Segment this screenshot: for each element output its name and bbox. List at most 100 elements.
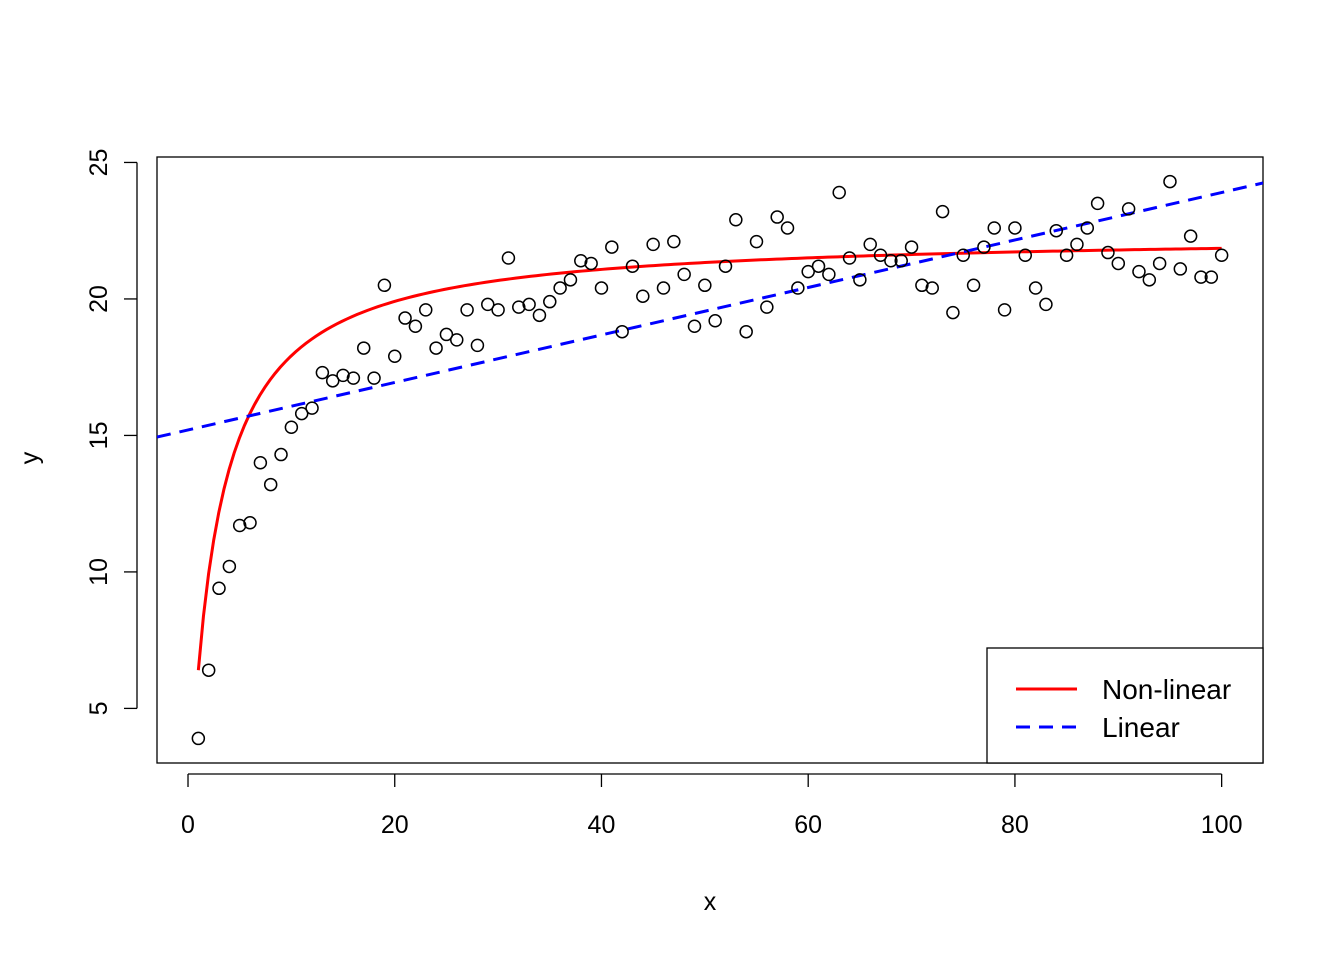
data-point	[274, 447, 288, 462]
data-point	[1194, 270, 1208, 284]
data-point	[501, 251, 516, 265]
data-point	[729, 213, 743, 227]
y-axis-title: y	[16, 451, 44, 464]
data-point	[522, 297, 536, 312]
y-tick-label: 20	[85, 285, 113, 313]
data-point	[1132, 264, 1146, 279]
data-point	[1070, 237, 1084, 252]
x-tick-label: 60	[794, 811, 822, 839]
data-point	[470, 338, 485, 353]
x-tick-label: 40	[588, 811, 616, 839]
data-point	[966, 278, 981, 293]
data-point	[1028, 281, 1043, 295]
data-point	[791, 281, 805, 295]
data-point	[481, 297, 495, 312]
data-point	[315, 365, 330, 380]
data-point	[687, 319, 702, 333]
fit-lines	[157, 181, 1263, 671]
data-point	[987, 221, 1002, 235]
data-point	[201, 663, 216, 677]
data-point	[553, 281, 567, 295]
data-point	[1214, 248, 1229, 263]
data-point	[491, 303, 505, 317]
fit-line-linear	[157, 181, 1263, 439]
data-point	[935, 204, 950, 219]
data-point	[1080, 221, 1095, 235]
data-point	[532, 308, 547, 323]
y-tick-label: 15	[85, 422, 113, 450]
y-tick-label: 5	[85, 701, 113, 715]
data-point	[1049, 223, 1064, 238]
data-point	[305, 401, 319, 415]
legend-box	[986, 647, 1264, 764]
x-tick-label: 0	[181, 811, 195, 839]
data-point	[760, 300, 774, 314]
data-point	[1090, 196, 1105, 211]
data-point	[832, 185, 846, 200]
data-point	[677, 267, 691, 282]
x-tick-label: 100	[1201, 811, 1243, 839]
data-point	[294, 406, 309, 421]
data-point	[1039, 297, 1053, 312]
data-point	[191, 731, 206, 746]
data-point	[780, 221, 795, 235]
plot-frame	[156, 156, 1264, 764]
data-point	[1183, 229, 1198, 243]
data-point	[408, 319, 423, 333]
data-point	[894, 253, 908, 268]
data-point	[222, 559, 237, 574]
data-point	[842, 251, 857, 265]
data-point	[439, 327, 454, 342]
data-point	[594, 281, 609, 295]
y-axis: 5 10 15 20 25	[85, 149, 138, 715]
data-point	[636, 289, 650, 303]
data-points	[191, 174, 1229, 746]
data-point	[863, 237, 877, 252]
data-point	[656, 281, 671, 295]
data-point	[1008, 221, 1022, 235]
x-axis: 0 20 40 60 80 100	[181, 773, 1243, 839]
data-point	[1163, 174, 1177, 189]
data-point	[770, 210, 784, 224]
data-point	[212, 581, 226, 596]
data-point	[698, 278, 712, 293]
y-tick-label: 25	[85, 149, 113, 177]
data-point	[387, 349, 402, 364]
data-point	[1121, 202, 1136, 216]
x-tick-label: 20	[381, 811, 409, 839]
data-point	[997, 303, 1012, 317]
data-point	[853, 273, 867, 287]
data-point	[904, 240, 919, 254]
data-point	[946, 305, 960, 320]
y-tick-label: 10	[85, 558, 113, 586]
data-point	[356, 341, 371, 355]
data-point	[243, 516, 257, 530]
data-point	[739, 324, 753, 339]
data-point	[1018, 248, 1033, 263]
data-point	[1204, 270, 1219, 284]
data-point	[822, 267, 836, 282]
data-point	[377, 278, 392, 293]
data-point	[336, 368, 350, 383]
data-point	[429, 341, 443, 355]
data-point	[325, 374, 340, 388]
data-point	[1111, 256, 1126, 271]
legend-label-non-linear: Non-linear	[1102, 674, 1231, 705]
data-point	[1059, 248, 1074, 263]
data-point	[367, 371, 381, 385]
data-point	[718, 259, 733, 273]
data-point	[801, 264, 815, 279]
data-point	[1142, 273, 1157, 287]
data-point	[450, 333, 464, 347]
data-point	[398, 311, 412, 325]
data-point	[460, 303, 474, 317]
data-point	[1101, 245, 1115, 260]
data-point	[646, 237, 660, 252]
data-point	[615, 324, 629, 339]
data-point	[263, 477, 278, 492]
data-point	[346, 371, 361, 385]
data-point	[1152, 256, 1167, 271]
data-point	[956, 248, 970, 263]
x-axis-title: x	[704, 888, 717, 916]
data-point	[925, 281, 939, 295]
